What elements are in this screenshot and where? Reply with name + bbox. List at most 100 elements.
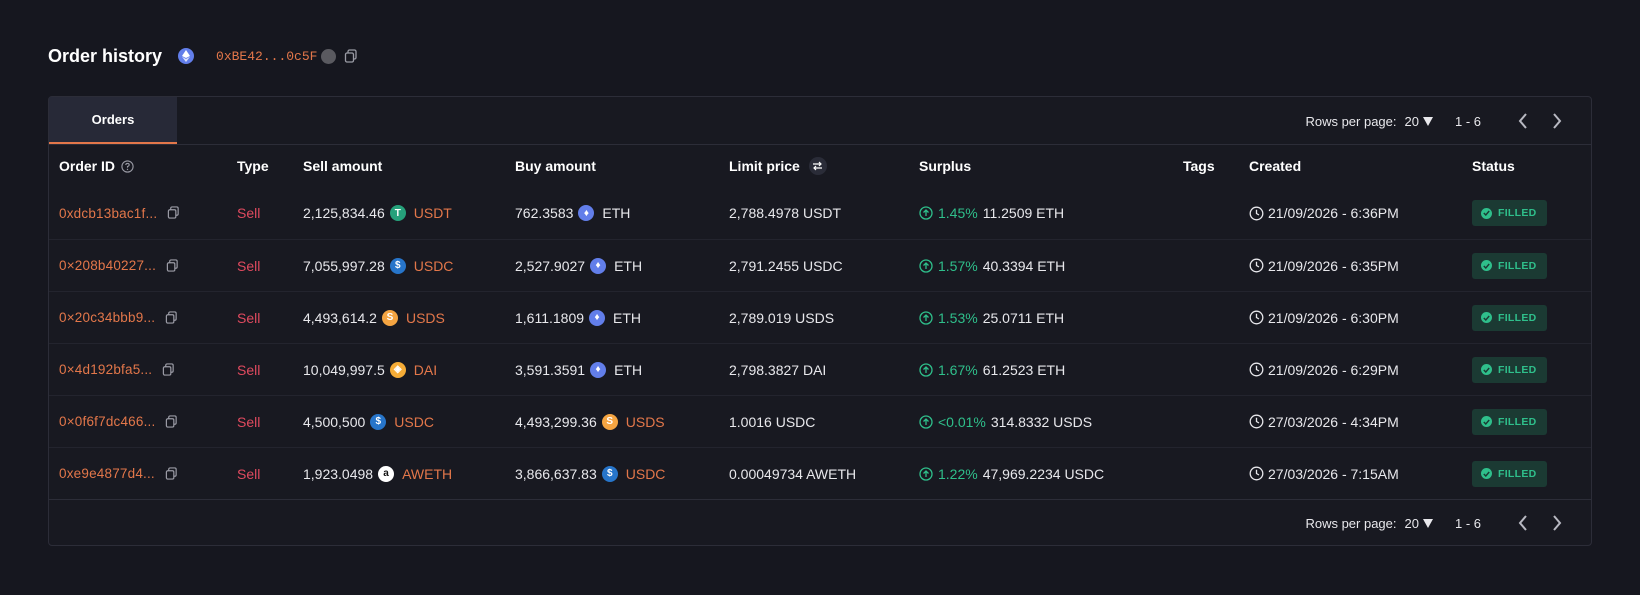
column-sell-amount: Sell amount bbox=[303, 158, 383, 174]
rows-per-page-value: 20 bbox=[1404, 113, 1419, 129]
surplus-cell: 1.22% 47,969.2234 USDC bbox=[919, 466, 1183, 482]
column-tags: Tags bbox=[1183, 158, 1215, 174]
limit-price: 2,791.2455 USDC bbox=[729, 257, 843, 274]
order-id-link[interactable]: 0xe9e4877d4... bbox=[59, 466, 155, 481]
sell-token-link[interactable]: USDC bbox=[413, 257, 454, 274]
order-id-link[interactable]: 0×0f6f7dc466... bbox=[59, 414, 156, 429]
status-badge: FILLED bbox=[1472, 252, 1547, 279]
table-row[interactable]: 0×208b40227... Sell 7,055,997.28 $ USDC … bbox=[49, 239, 1591, 291]
order-id-cell: 0xe9e4877d4... bbox=[49, 466, 237, 481]
copy-order-id-icon[interactable] bbox=[162, 362, 176, 377]
order-id-link[interactable]: 0xdcb13bac1f... bbox=[59, 205, 158, 221]
sell-amount: 2,125,834.46 bbox=[303, 205, 385, 221]
swap-price-icon[interactable] bbox=[808, 157, 827, 175]
check-circle-icon bbox=[1481, 260, 1492, 271]
status-badge: FILLED bbox=[1472, 408, 1547, 435]
order-type: Sell bbox=[237, 465, 261, 482]
buy-token-link[interactable]: ETH bbox=[602, 205, 631, 221]
rows-per-page-select[interactable]: 20 bbox=[1405, 114, 1433, 129]
surplus-amount: 47,969.2234 USDC bbox=[982, 465, 1105, 482]
eth-token-icon: ♦ bbox=[590, 361, 607, 378]
buy-token-link[interactable]: ETH bbox=[613, 309, 642, 326]
buy-amount: 1,611.1809 bbox=[515, 309, 585, 326]
next-page-button[interactable] bbox=[1547, 111, 1567, 131]
eth-token-icon: ♦ bbox=[590, 257, 607, 274]
order-type: Sell bbox=[237, 257, 261, 274]
table-row[interactable]: 0xdcb13bac1f... Sell 2,125,834.46 T USDT… bbox=[49, 187, 1591, 239]
previous-page-button[interactable] bbox=[1513, 513, 1533, 533]
table-row[interactable]: 0xe9e4877d4... Sell 1,923.0498 a AWETH 3… bbox=[49, 447, 1591, 499]
surplus-percent: 1.57% bbox=[938, 257, 978, 274]
table-header: Order ID Type Sell amount Buy amount Lim… bbox=[49, 145, 1591, 187]
page-title: Order history bbox=[48, 45, 163, 66]
created-cell: 21/09/2026 - 6:30PM bbox=[1249, 310, 1472, 326]
table-row[interactable]: 0×4d192bfa5... Sell 10,049,997.5 ◈ DAI 3… bbox=[49, 343, 1591, 395]
status-badge: FILLED bbox=[1472, 200, 1547, 226]
surplus-percent: 1.67% bbox=[938, 361, 978, 378]
created-cell: 27/03/2026 - 7:15AM bbox=[1249, 466, 1472, 482]
sell-amount-cell: 1,923.0498 a AWETH bbox=[303, 465, 515, 482]
column-order-id: Order ID bbox=[49, 158, 237, 174]
limit-price: 2,788.4978 USDT bbox=[729, 205, 842, 221]
order-id-link[interactable]: 0×208b40227... bbox=[59, 258, 157, 273]
copy-order-id-icon[interactable] bbox=[165, 310, 179, 325]
status-badge: FILLED bbox=[1472, 356, 1547, 383]
order-id-cell: 0×20c34bbb9... bbox=[49, 310, 237, 325]
copy-order-id-icon[interactable] bbox=[165, 466, 179, 481]
usdc-token-icon: $ bbox=[601, 465, 618, 482]
arrow-up-circle-icon bbox=[919, 206, 933, 220]
wallet-address[interactable]: 0xBE42...0c5F bbox=[216, 48, 318, 64]
sell-amount-cell: 10,049,997.5 ◈ DAI bbox=[303, 361, 515, 378]
buy-amount: 2,527.9027 bbox=[515, 257, 586, 274]
arrow-up-circle-icon bbox=[919, 258, 933, 273]
surplus-amount: 25.0711 ETH bbox=[982, 309, 1065, 326]
usds-token-icon: S bbox=[601, 413, 618, 430]
next-page-button[interactable] bbox=[1547, 513, 1567, 533]
copy-order-id-icon[interactable] bbox=[165, 414, 179, 429]
table-row[interactable]: 0×20c34bbb9... Sell 4,493,614.2 S USDS 1… bbox=[49, 291, 1591, 343]
buy-token-link[interactable]: ETH bbox=[614, 361, 643, 378]
copy-order-id-icon[interactable] bbox=[167, 206, 181, 220]
check-circle-icon bbox=[1481, 468, 1492, 479]
table-footer: Rows per page: 20 1 - 6 bbox=[49, 499, 1591, 545]
sell-token-link[interactable]: DAI bbox=[413, 361, 438, 378]
buy-amount: 4,493,299.36 bbox=[515, 413, 597, 430]
buy-token-link[interactable]: USDS bbox=[625, 413, 665, 430]
buy-token-link[interactable]: USDC bbox=[625, 465, 666, 482]
tab-orders[interactable]: Orders bbox=[49, 97, 177, 144]
surplus-cell: 1.57% 40.3394 ETH bbox=[919, 258, 1183, 274]
order-id-cell: 0×0f6f7dc466... bbox=[49, 414, 237, 429]
chevron-right-icon bbox=[1553, 113, 1562, 129]
buy-amount-cell: 1,611.1809 ♦ ETH bbox=[515, 309, 729, 326]
sell-token-link[interactable]: USDC bbox=[394, 413, 434, 430]
clock-icon bbox=[1249, 258, 1264, 273]
rows-per-page-select[interactable]: 20 bbox=[1405, 516, 1433, 531]
copy-address-icon[interactable] bbox=[344, 49, 358, 63]
sell-token-link[interactable]: USDT bbox=[413, 205, 452, 221]
surplus-amount: 61.2523 ETH bbox=[982, 361, 1066, 378]
dropdown-triangle-icon bbox=[1422, 518, 1433, 528]
column-order-id-label: Order ID bbox=[59, 158, 116, 174]
order-id-link[interactable]: 0×4d192bfa5... bbox=[59, 362, 153, 377]
limit-price: 2,789.019 USDS bbox=[729, 309, 835, 326]
sell-token-link[interactable]: USDS bbox=[405, 309, 445, 326]
column-surplus: Surplus bbox=[919, 158, 972, 174]
status-label: FILLED bbox=[1498, 259, 1537, 272]
surplus-amount: 40.3394 ETH bbox=[982, 257, 1066, 274]
page-range: 1 - 6 bbox=[1454, 515, 1481, 531]
order-id-cell: 0×4d192bfa5... bbox=[49, 362, 237, 377]
order-id-link[interactable]: 0×20c34bbb9... bbox=[59, 310, 156, 325]
buy-amount-cell: 4,493,299.36 S USDS bbox=[515, 413, 729, 430]
created-date: 27/03/2026 - 7:15AM bbox=[1268, 465, 1399, 482]
usdc-token-icon: $ bbox=[389, 257, 406, 274]
buy-token-link[interactable]: ETH bbox=[614, 257, 643, 274]
copy-order-id-icon[interactable] bbox=[166, 258, 180, 273]
sell-token-link[interactable]: AWETH bbox=[402, 465, 453, 482]
help-icon[interactable] bbox=[121, 159, 134, 173]
sell-amount: 4,500,500 bbox=[303, 413, 366, 430]
status-cell: FILLED bbox=[1472, 460, 1582, 487]
previous-page-button[interactable] bbox=[1513, 111, 1533, 131]
table-row[interactable]: 0×0f6f7dc466... Sell 4,500,500 $ USDC 4,… bbox=[49, 395, 1591, 447]
buy-amount: 3,591.3591 bbox=[515, 361, 586, 378]
usdc-token-icon: $ bbox=[370, 413, 387, 430]
